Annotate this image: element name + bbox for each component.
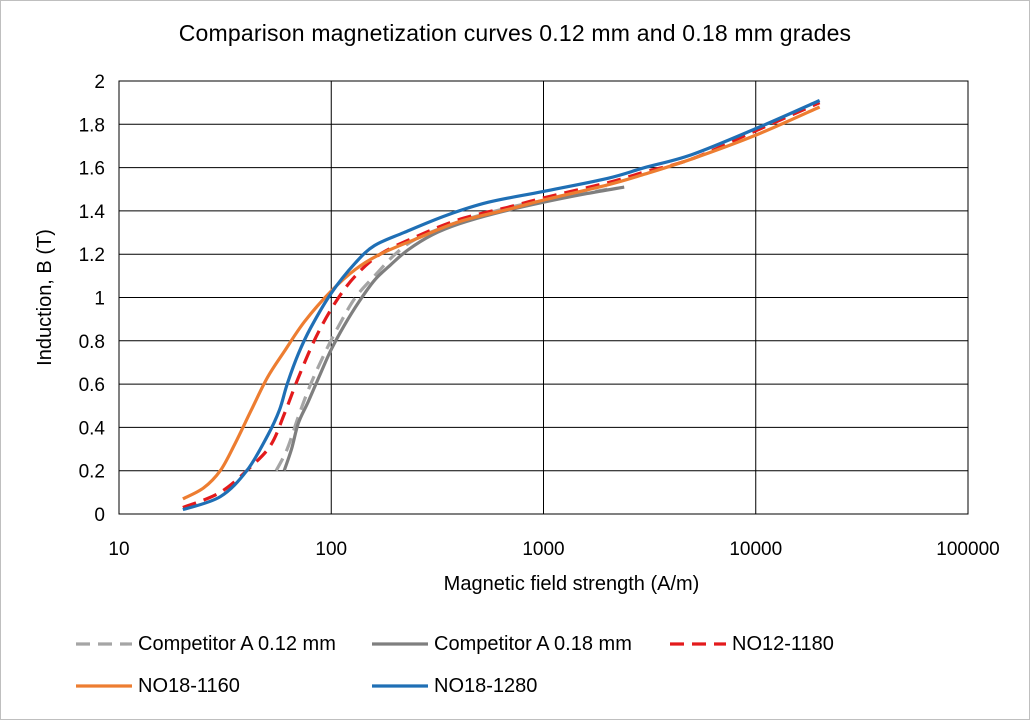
- chart-title: Comparison magnetization curves 0.12 mm …: [178, 20, 852, 46]
- x-tick-label: 10: [108, 539, 129, 560]
- x-tick-label: 100: [315, 539, 347, 560]
- y-tick-label: 1.6: [79, 159, 105, 180]
- y-tick-label: 0.2: [79, 462, 105, 483]
- x-tick-label: 100000: [936, 539, 999, 560]
- y-tick-label: 2: [94, 72, 105, 93]
- y-tick-label: 1.4: [79, 202, 106, 223]
- y-tick-label: 0.8: [79, 332, 105, 353]
- y-tick-label: 1.8: [79, 115, 105, 136]
- y-tick-label: 0.4: [79, 418, 106, 439]
- x-tick-label: 1000: [522, 539, 564, 560]
- y-tick-label: 0.6: [79, 375, 105, 396]
- y-tick-label: 1.2: [79, 245, 105, 266]
- x-tick-label: 10000: [729, 539, 782, 560]
- x-axis-label: Magnetic field strength (A/m): [444, 573, 700, 595]
- y-tick-label: 0: [94, 505, 105, 526]
- series-line-no18-1280: [182, 99, 821, 512]
- y-tick-label: 1: [94, 289, 105, 310]
- series-line-no18-1160: [182, 105, 821, 501]
- y-axis-label: Induction, B (T): [34, 229, 56, 366]
